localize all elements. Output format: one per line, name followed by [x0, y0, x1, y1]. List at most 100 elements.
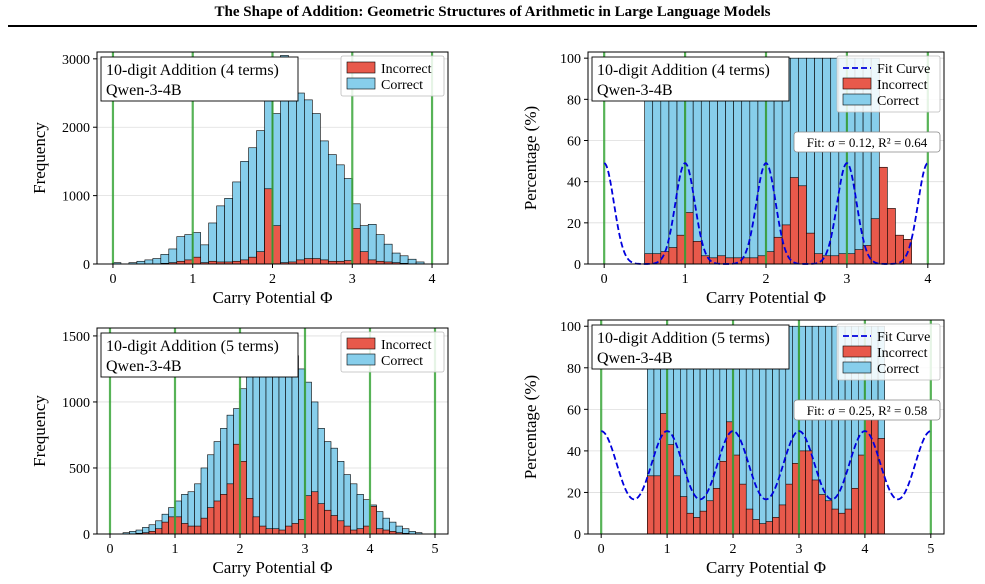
bar-incorrect	[818, 494, 826, 535]
chart-panel-4-terms-frequency: 0 1 2 3 4 0 1000 2000 3000 Carry Potential Φ Frequ…	[30, 51, 449, 305]
fit-annotation: Fit: σ = 0.12, R² = 0.64	[807, 135, 928, 150]
info-box	[591, 324, 790, 370]
y-axis-label: Frequency	[30, 122, 49, 194]
bar-incorrect	[838, 253, 848, 265]
y-tick-label: 80	[567, 362, 581, 377]
bar-correct	[328, 154, 337, 265]
bar-incorrect	[822, 255, 832, 265]
bar-incorrect	[320, 259, 329, 265]
bar-correct	[383, 243, 393, 265]
bar-incorrect	[851, 487, 859, 535]
legend-label: Incorrect	[381, 338, 432, 353]
legend-swatch	[346, 77, 376, 90]
bar-incorrect	[256, 251, 265, 265]
bar-incorrect	[296, 259, 305, 265]
x-tick-label: 2	[269, 272, 276, 287]
bar-correct	[367, 224, 377, 265]
y-tick-label: 2000	[62, 121, 90, 136]
bar-correct	[312, 113, 321, 265]
legend-label: Incorrect	[877, 346, 928, 361]
bar-incorrect	[304, 258, 313, 265]
legend-label: Correct	[381, 78, 423, 93]
bar-incorrect	[240, 259, 249, 265]
bar-incorrect	[376, 528, 384, 535]
bar-incorrect	[772, 517, 780, 535]
legend-swatch	[346, 61, 376, 74]
bar-incorrect	[252, 516, 260, 535]
y-tick-label: 0	[83, 528, 90, 543]
x-axis-label: Carry Potential Φ	[212, 288, 332, 305]
bar-incorrect	[844, 508, 853, 535]
x-tick-label: 1	[664, 542, 671, 557]
bar-correct	[256, 130, 265, 265]
legend-label: Correct	[877, 362, 919, 377]
x-tick-label: 3	[349, 272, 356, 287]
bar-incorrect	[337, 520, 345, 535]
y-tick-label: 0	[574, 258, 581, 273]
x-axis-label: Carry Potential Φ	[706, 558, 826, 577]
bar-correct	[320, 140, 329, 265]
bar-incorrect	[739, 483, 747, 535]
bar-incorrect	[291, 523, 299, 535]
bar-incorrect	[838, 512, 846, 535]
info-box-line: 10-digit Addition (5 terms)	[106, 338, 279, 355]
bar-incorrect	[825, 500, 833, 535]
bar-incorrect	[264, 188, 273, 265]
y-tick-label: 60	[567, 135, 581, 150]
bar-incorrect	[712, 487, 721, 535]
y-axis-label: Percentage (%)	[521, 375, 540, 479]
bar-correct	[296, 92, 305, 265]
bar-correct	[152, 258, 162, 265]
x-tick-label: 2	[237, 542, 244, 557]
bar-incorrect	[806, 232, 815, 265]
y-tick-label: 500	[69, 462, 90, 477]
legend-label: Incorrect	[381, 62, 432, 77]
bar-incorrect	[350, 529, 358, 535]
bar-incorrect	[343, 525, 351, 535]
legend-label: Incorrect	[877, 78, 928, 93]
bar-incorrect	[679, 496, 688, 535]
legend-label: Correct	[381, 354, 423, 369]
bar-correct	[375, 234, 385, 265]
bar-correct	[176, 236, 186, 265]
y-tick-label: 80	[567, 93, 581, 108]
bar-incorrect	[759, 523, 767, 535]
legend-swatch	[842, 361, 872, 374]
bar-incorrect	[155, 528, 163, 535]
info-box	[100, 332, 299, 378]
fit-annotation-box	[793, 131, 941, 153]
y-axis-label: Percentage (%)	[521, 106, 540, 210]
bar-incorrect	[382, 529, 390, 535]
x-axis-label: Carry Potential Φ	[212, 558, 332, 577]
bar-incorrect	[673, 475, 681, 535]
bar-incorrect	[773, 236, 783, 265]
bar-correct	[160, 254, 170, 265]
bar-incorrect	[805, 450, 813, 535]
y-tick-label: 20	[567, 486, 581, 501]
x-tick-label: 0	[109, 272, 116, 287]
fit-curve	[601, 430, 931, 501]
bar-incorrect	[220, 494, 228, 535]
y-axis-label: Frequency	[30, 395, 49, 467]
page-title: The Shape of Addition: Geometric Structu…	[214, 4, 771, 20]
chart-panel-5-terms-frequency: 0 1 2 3 4 5 0 500 1000 1500 Carry Potential Φ Frequ…	[30, 327, 449, 577]
info-box-line: 10-digit Addition (4 terms)	[106, 62, 279, 79]
fit-annotation-box	[793, 399, 941, 421]
bar-incorrect	[359, 251, 369, 265]
bar-incorrect	[717, 255, 726, 265]
bar-incorrect	[330, 515, 338, 535]
bar-correct	[144, 259, 154, 265]
bar-incorrect	[246, 498, 254, 535]
title-rule	[8, 25, 977, 27]
bar-incorrect	[265, 528, 273, 535]
y-tick-label: 1000	[62, 396, 90, 411]
legend-swatch	[346, 353, 376, 366]
fit-annotation: Fit: σ = 0.25, R² = 0.58	[807, 403, 928, 418]
info-box	[591, 56, 790, 102]
x-tick-label: 4	[367, 542, 374, 557]
x-tick-label: 2	[730, 542, 737, 557]
bar-incorrect	[317, 503, 325, 535]
bar-incorrect	[686, 512, 694, 535]
bar-incorrect	[765, 521, 773, 535]
